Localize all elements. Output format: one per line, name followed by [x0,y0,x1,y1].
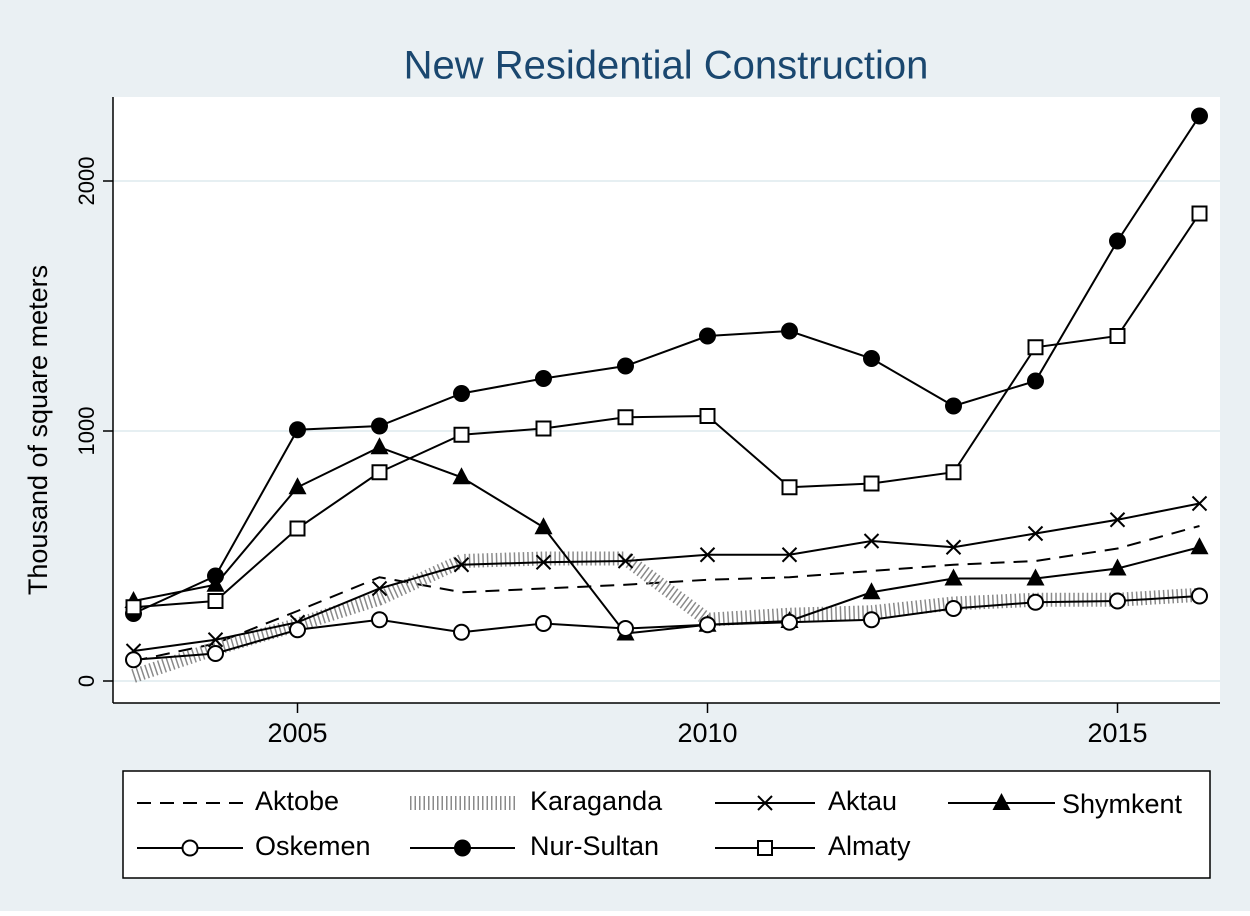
legend-label: Aktau [828,786,897,816]
x-tick-label: 2010 [677,718,737,748]
marker [699,408,716,424]
marker [535,420,552,437]
marker [863,611,880,629]
legend-label: Almaty [828,831,911,861]
marker [370,437,389,455]
marker [207,632,224,648]
marker [863,475,880,492]
marker [945,464,962,481]
marker [289,621,306,639]
marker [699,327,716,345]
marker [617,620,634,637]
marker [699,616,716,634]
marker [1027,593,1044,611]
marker [452,467,471,485]
marker [781,547,798,563]
marker [945,539,962,555]
legend-marker [757,840,773,856]
marker [371,464,388,481]
legend-marker [992,793,1011,810]
marker [1191,495,1208,512]
marker [781,613,798,631]
marker [453,426,470,443]
x-tick-label: 2005 [267,718,327,748]
marker [125,599,142,616]
y-axis-label: Thousand of square meters [23,265,53,595]
marker [288,477,307,495]
marker [862,582,881,600]
series-line [133,212,1201,609]
legend-marker [454,839,471,857]
marker [1027,525,1044,542]
chart-title: New Residential Construction [404,44,929,88]
marker [617,553,634,569]
marker [1109,232,1126,250]
marker [125,651,142,669]
marker [371,611,388,629]
legend-label: Oskemen [255,831,371,861]
marker [1027,372,1044,390]
marker [289,421,306,439]
marker [535,370,552,387]
marker [453,557,470,573]
marker [207,645,224,662]
marker [453,623,470,641]
y-tick-label: 2000 [74,157,99,206]
plot-area [113,97,1220,703]
x-tick-label: 2015 [1087,718,1147,748]
marker [1191,107,1208,125]
marker [617,409,634,426]
series-line [133,595,1200,661]
marker [863,350,880,367]
marker [1191,587,1208,605]
legend-label: Karaganda [530,786,663,816]
marker [945,397,962,415]
marker [945,600,962,617]
marker [1109,328,1126,344]
marker [535,554,552,570]
marker [1108,558,1127,576]
legend-marker [181,839,199,857]
marker [207,567,224,585]
legend-label: Shymkent [1062,789,1183,819]
series-line [133,502,1200,652]
marker [535,615,552,632]
series-line [133,446,1200,635]
marker [453,385,470,402]
legend-marker [757,795,773,811]
marker [699,547,716,563]
marker [1109,512,1126,528]
series-line [131,551,1200,683]
marker [207,593,224,609]
marker [371,580,388,597]
marker [1026,568,1045,586]
marker [781,479,798,496]
legend-label: Nur-Sultan [530,831,659,861]
marker [1190,537,1209,555]
legend-label: Aktobe [255,786,339,816]
marker [1191,205,1208,222]
marker [289,520,306,537]
marker [944,568,963,586]
y-tick-label: 0 [74,675,99,687]
marker [1027,339,1044,356]
series-line [133,525,1200,662]
series-line [133,115,1201,615]
marker [371,417,388,435]
marker [1109,592,1126,610]
marker [863,533,880,549]
marker [781,322,798,340]
y-tick-label: 1000 [74,407,99,456]
marker [534,517,553,535]
legend [122,770,1211,879]
marker [617,357,634,375]
